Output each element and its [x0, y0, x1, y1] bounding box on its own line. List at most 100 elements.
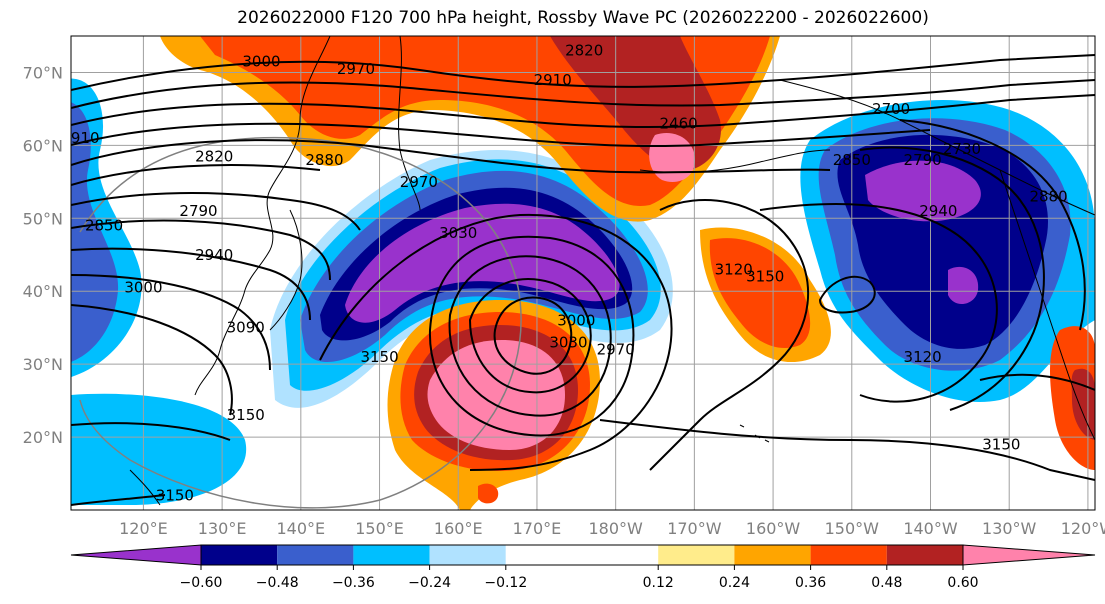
contour-label: 3150	[227, 406, 265, 424]
contour-label: 3030	[549, 333, 587, 351]
longitude-label: 140°W	[903, 519, 958, 538]
colorbar-cell	[734, 545, 811, 565]
longitude-label: 150°E	[355, 519, 404, 538]
map-frame	[70, 35, 1096, 511]
colorbar-cell	[201, 545, 278, 565]
contour-line	[448, 255, 612, 417]
coastlines	[129, 36, 1095, 506]
contour-line	[71, 494, 166, 506]
longitude-label: 180°W	[588, 519, 643, 538]
colorbar-extend-right	[962, 544, 1096, 566]
longitude-label: 130°W	[982, 519, 1037, 538]
colorbar-cell	[429, 545, 506, 565]
contour-label: 2850	[85, 217, 123, 235]
latitude-label: 40°N	[23, 282, 63, 301]
contour-label: 3060	[1100, 275, 1105, 293]
colorbar-tick-label: −0.48	[256, 575, 299, 591]
colorbar-cell	[353, 545, 430, 565]
contour-label: 2970	[400, 173, 438, 191]
longitude-labels: 120°E 130°E 140°E 150°E 160°E 170°E 180°W 170°W…	[119, 519, 1105, 538]
colorbar-cell	[277, 545, 354, 565]
contour-line	[71, 304, 233, 416]
colorbar-tick-label: 0.60	[947, 575, 978, 591]
contour-label: 2970	[337, 60, 375, 78]
coast-asia-east	[194, 36, 331, 396]
latitude-label: 30°N	[23, 355, 63, 374]
contour-line	[428, 235, 635, 437]
longitude-label: 140°E	[277, 519, 326, 538]
longitude-label: 160°E	[434, 519, 483, 538]
contour-label: 3000	[557, 311, 595, 329]
contour-label: 2790	[179, 202, 217, 220]
anomaly-blob-east-purple-small	[948, 266, 979, 305]
colorbar-tick-label: 0.24	[719, 575, 750, 591]
latitude-label: 50°N	[23, 209, 63, 228]
colorbar-extend-left	[70, 544, 202, 566]
contour-line	[818, 275, 876, 314]
contour-labels: 3000 297029102820246027002730279028502880…	[61, 42, 1105, 505]
contour-label: 2880	[305, 151, 343, 169]
coast-philippines	[129, 469, 161, 506]
contour-label: 2970	[597, 341, 635, 359]
anomaly-blob-central-purple	[345, 203, 620, 323]
colorbar: −0.60 −0.48 −0.36 −0.24 −0.12 0.12 0.24 0.36 0.4…	[70, 544, 1096, 591]
contour-label: 2820	[195, 147, 233, 165]
anomaly-blob-southcentral-pink	[427, 340, 565, 450]
contour-label: 2850	[833, 151, 871, 169]
contour-line	[599, 419, 1095, 481]
contour-label: 3030	[439, 224, 477, 242]
colorbar-tick-label: −0.12	[484, 575, 527, 591]
contour-line	[468, 278, 592, 394]
anomaly-blob-sw-blue	[71, 393, 247, 505]
colorbar-tick-label: 0.48	[871, 575, 902, 591]
longitude-label: 150°W	[825, 519, 880, 538]
contour-label: 2460	[660, 115, 698, 133]
contour-label: 2820	[565, 42, 603, 60]
contour-label: 2940	[919, 202, 957, 220]
colorbar-cell	[505, 545, 659, 565]
height-contours	[71, 54, 1095, 506]
colorbar-tick-label: 0.12	[643, 575, 674, 591]
contour-label: 2790	[904, 151, 942, 169]
anomaly-blob-east-purple	[865, 160, 981, 222]
contour-line	[71, 122, 931, 148]
contour-line	[71, 219, 331, 281]
contour-label: 3150	[360, 348, 398, 366]
contour-label: 2730	[943, 140, 981, 158]
latitude-label: 20°N	[23, 428, 63, 447]
contour-label: 3000	[124, 279, 162, 297]
contour-line	[649, 199, 810, 471]
contour-label: 2700	[872, 100, 910, 118]
contour-label: 3150	[156, 486, 194, 504]
coast-japan	[269, 209, 303, 331]
latitude-label: 60°N	[23, 136, 63, 155]
latitude-label: 70°N	[23, 63, 63, 82]
contour-line	[859, 146, 1045, 411]
colorbar-cell	[886, 545, 963, 565]
longitude-label: 130°E	[198, 519, 247, 538]
longitude-label: 160°W	[746, 519, 801, 538]
contour-label: 2910	[61, 129, 99, 147]
colorbar-tick-label: −0.36	[332, 575, 375, 591]
colorbar-tick-label: −0.24	[408, 575, 451, 591]
contour-label: 3000	[242, 53, 280, 71]
contour-line	[899, 119, 1086, 331]
longitude-label: 170°E	[513, 519, 562, 538]
coast-north-america	[999, 169, 1095, 441]
longitude-label: 120°W	[1061, 519, 1105, 538]
contour-line	[71, 192, 361, 231]
contour-label: 3150	[746, 268, 784, 286]
contour-line	[493, 296, 573, 375]
colorbar-cell	[810, 545, 887, 565]
anomaly-blob-small-south	[478, 483, 499, 504]
contour-label: 3150	[982, 435, 1020, 453]
coast-alaska	[779, 79, 1095, 216]
reference-circle-arc	[79, 136, 522, 509]
contour-line	[71, 79, 1095, 109]
longitude-label: 170°W	[667, 519, 722, 538]
colorbar-tick-label: −0.60	[180, 575, 223, 591]
contour-label: 2910	[534, 71, 572, 89]
contour-line	[71, 54, 1095, 91]
contour-line	[759, 203, 998, 403]
contour-line	[71, 164, 321, 186]
